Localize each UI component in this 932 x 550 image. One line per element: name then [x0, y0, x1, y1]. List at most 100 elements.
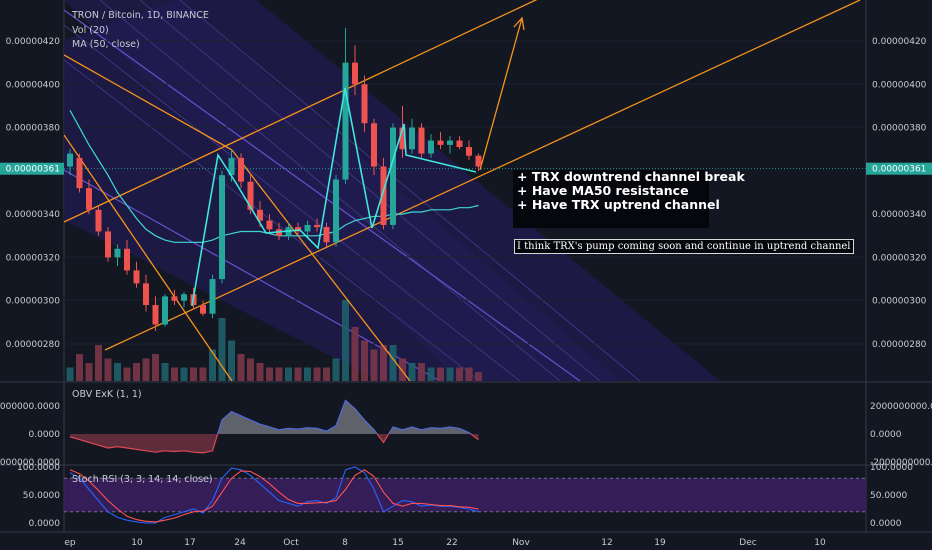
chart-header: TRON / Bitcoin, 1D, BINANCE Vol (20) MA …	[72, 9, 209, 53]
last-price-label-left: 0.00000361	[6, 165, 60, 175]
stoch-tick-right: 0.0000	[870, 519, 902, 529]
stoch-tick-left: 100.0000	[17, 463, 60, 473]
candle-body	[475, 155, 482, 167]
volume-bar	[199, 367, 207, 381]
price-tick-right: 0.00000420	[872, 37, 927, 47]
volume-bar	[228, 340, 235, 381]
candle-body	[67, 153, 73, 167]
time-tick: 15	[392, 538, 403, 548]
downtrend-channel-inner	[64, 0, 620, 381]
time-tick: Dec	[739, 538, 756, 548]
candle-body	[95, 209, 102, 232]
price-tick-right: 0.00000380	[872, 124, 927, 134]
stoch-k-line	[69, 466, 479, 524]
candle-body	[447, 140, 453, 145]
obv-title[interactable]: OBV ExK (1, 1)	[72, 389, 142, 400]
main-pane	[64, 0, 866, 381]
price-tick-left: 0.00000420	[6, 37, 61, 47]
candle-body	[342, 62, 349, 180]
annotation-line-1: + TRX downtrend channel break	[517, 169, 745, 184]
obv-fill-positive	[70, 400, 479, 434]
annotation-comment[interactable]: I think TRX's pump coming soon and conti…	[514, 239, 854, 254]
volume-bar	[142, 358, 150, 381]
candle-body	[181, 294, 187, 301]
volume-bar	[465, 367, 473, 381]
price-tick-left: 0.00000320	[6, 253, 61, 263]
price-tick-right: 0.00000300	[872, 297, 927, 307]
stoch-tick-left: 50.0000	[23, 491, 60, 501]
annotation-line-2: + Have MA50 resistance	[517, 183, 689, 198]
candle-body	[361, 84, 368, 124]
candle-body	[295, 227, 301, 232]
candle-body	[219, 175, 225, 280]
time-tick: 24	[234, 538, 246, 548]
candle-body	[209, 279, 216, 314]
volume-bar	[285, 367, 292, 381]
candle-body	[418, 127, 425, 154]
price-tick-left: 0.00000280	[6, 340, 61, 350]
candle-body	[352, 62, 358, 85]
downtrend-line-3	[64, 54, 233, 151]
volume-bar	[456, 367, 463, 381]
candle-body	[105, 231, 111, 258]
projection-arrowhead	[513, 16, 525, 31]
fib-line	[139, 0, 601, 381]
candle-body	[133, 270, 140, 284]
volume-bar	[266, 367, 273, 381]
stoch-band	[64, 478, 866, 512]
volume-bar	[85, 363, 93, 381]
stoch-tick-right: 50.0000	[870, 491, 907, 501]
volume-bar	[475, 372, 482, 381]
candle-body	[86, 188, 92, 210]
uptrend-channel-lower	[104, 0, 861, 351]
time-tick: 10	[814, 538, 826, 548]
candle-body	[323, 227, 330, 243]
downtrend-line-2	[231, 149, 411, 381]
stoch-title[interactable]: Stoch RSI (3, 3, 14, 14, close)	[72, 474, 213, 485]
candle-body	[314, 224, 320, 228]
stoch-tick-right: 100.0000	[870, 463, 913, 473]
time-tick: 12	[601, 538, 612, 548]
candle-body	[304, 224, 311, 232]
candle-body	[238, 157, 244, 182]
volume-indicator-label[interactable]: Vol (20)	[72, 24, 109, 36]
candle-body	[114, 248, 121, 258]
volume-bar	[133, 363, 140, 381]
volume-bar	[332, 358, 340, 381]
time-tick: Oct	[283, 538, 299, 548]
price-tick-right: 0.00000400	[872, 80, 927, 90]
obv-tick-right: 0.0000	[870, 430, 902, 440]
candle-body	[428, 140, 434, 154]
candle-body	[399, 127, 406, 150]
volume-bar	[76, 354, 83, 381]
volume-bar	[275, 367, 283, 381]
candle-body	[247, 181, 254, 210]
annotation-box[interactable]: + TRX downtrend channel break + Have MA5…	[513, 169, 745, 228]
obv-tick-left: -2000000000.0000	[0, 458, 60, 468]
ma-indicator-label[interactable]: MA (50, close)	[72, 39, 140, 50]
symbol-title[interactable]: TRON / Bitcoin, 1D, BINANCE	[72, 10, 209, 21]
candle-body	[76, 157, 83, 189]
volume-bar	[190, 367, 197, 381]
volume-bar	[313, 367, 321, 381]
volume-bar	[294, 367, 302, 381]
volume-bar	[256, 363, 264, 381]
volume-bar	[104, 358, 112, 381]
candle-body	[124, 248, 130, 271]
volume-bar	[351, 327, 359, 381]
last-price-tag-right	[866, 162, 932, 175]
candle-body	[152, 305, 159, 325]
volume-bar	[95, 345, 102, 381]
volume-bar	[209, 349, 216, 381]
volume-bar	[161, 363, 169, 381]
time-tick: Nov	[512, 538, 530, 548]
obv-fill-negative	[70, 434, 479, 453]
time-tick: 17	[184, 538, 195, 548]
volume-bar	[218, 318, 226, 381]
last-price-label-right: 0.00000361	[872, 165, 926, 175]
candle-body	[228, 157, 235, 176]
volume-bar	[114, 363, 121, 381]
pattern-zigzag	[191, 87, 477, 307]
volume-bar	[152, 354, 159, 381]
